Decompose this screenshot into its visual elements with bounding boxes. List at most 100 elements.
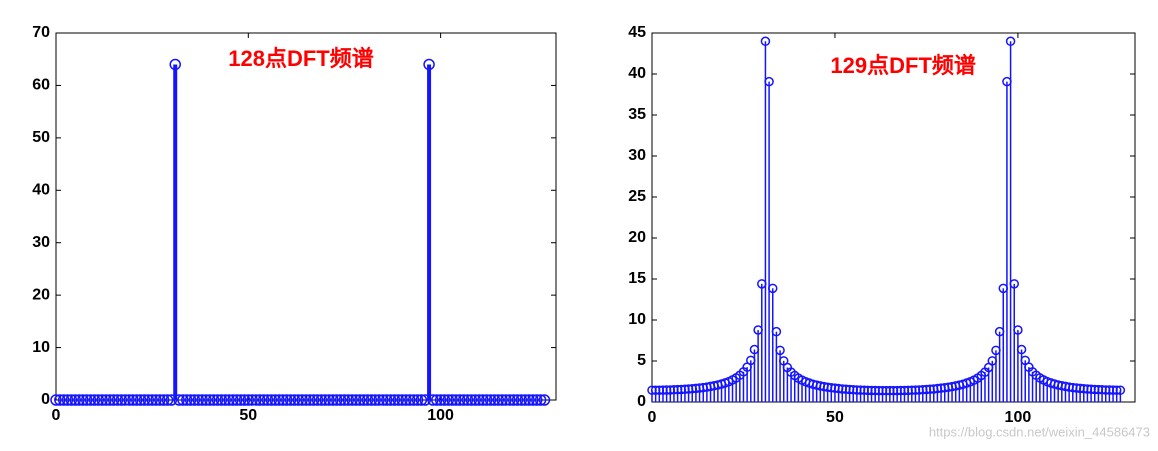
y-tick-label: 0: [41, 391, 50, 408]
stem-marker: [338, 394, 351, 406]
stem-marker: [411, 394, 424, 406]
y-tick-label: 0: [637, 393, 646, 410]
stem-marker: [88, 394, 101, 406]
stem-marker: [531, 394, 543, 406]
stem-marker: [511, 394, 524, 406]
stem-marker: [304, 394, 316, 406]
stem-marker: [273, 394, 285, 406]
y-tick-label: 30: [32, 234, 50, 251]
stem-marker: [768, 283, 778, 294]
stem-marker: [415, 394, 428, 406]
stem-marker: [207, 394, 220, 406]
plot-area: [55, 32, 557, 401]
stem-marker: [523, 394, 535, 406]
stem-marker: [496, 394, 508, 406]
stem-marker: [357, 394, 370, 406]
stem-marker: [327, 394, 339, 406]
y-tick-label: 25: [628, 188, 646, 205]
stem-marker: [227, 394, 239, 406]
stem-marker: [231, 394, 243, 406]
stem-marker: [300, 394, 312, 406]
stem-marker: [388, 394, 401, 406]
stem-marker: [200, 394, 212, 406]
stem-marker: [427, 394, 439, 406]
stem-marker: [319, 394, 331, 406]
stem-marker: [219, 394, 231, 406]
stem-marker: [365, 394, 378, 406]
stem-marker: [173, 394, 185, 406]
stem-marker: [238, 394, 251, 406]
annotation: 128点DFT频谱: [228, 46, 373, 71]
stem-marker: [450, 394, 462, 406]
stem-marker: [465, 394, 478, 406]
stem-marker: [57, 394, 70, 406]
stem-marker: [334, 394, 347, 406]
stem-marker: [184, 394, 197, 406]
stem-marker: [407, 394, 420, 406]
stem-marker: [1016, 344, 1027, 355]
stem-marker: [331, 394, 343, 406]
stem-marker: [342, 394, 355, 406]
y-tick-label: 45: [628, 24, 646, 41]
stem-marker: [73, 394, 85, 406]
stem-marker: [234, 394, 247, 406]
x-tick-label: 50: [239, 407, 257, 424]
stem-marker: [423, 58, 435, 71]
stem-marker: [477, 394, 489, 406]
y-tick-label: 60: [32, 77, 50, 94]
stem-marker: [434, 394, 447, 406]
stem-marker: [261, 394, 274, 406]
stem-marker: [354, 394, 366, 406]
stem-marker: [1005, 36, 1016, 47]
stem-marker: [1009, 279, 1019, 289]
stem-marker: [288, 394, 301, 406]
stem-marker: [265, 394, 278, 406]
stem-marker: [96, 394, 108, 406]
stem-marker: [223, 394, 235, 406]
stem-marker: [481, 394, 493, 406]
stem-marker: [84, 394, 97, 406]
stem-marker: [61, 394, 74, 406]
stem-marker: [296, 394, 308, 406]
stem-marker: [196, 394, 208, 406]
stem-marker: [131, 394, 143, 406]
stem-marker: [281, 394, 293, 406]
y-tick-label: 20: [32, 286, 50, 303]
stem-marker: [431, 394, 443, 406]
stem-marker: [277, 394, 289, 406]
stem-marker: [442, 394, 455, 406]
stem-marker: [396, 394, 408, 406]
stem-marker: [404, 394, 416, 406]
stem-marker: [488, 394, 501, 406]
stem-marker: [138, 394, 151, 406]
stem-marker: [473, 394, 485, 406]
x-tick-label: 100: [1005, 409, 1032, 426]
y-tick-label: 40: [628, 65, 646, 82]
stem-marker: [392, 394, 405, 406]
stem-marker: [457, 394, 470, 406]
stem-marker: [81, 394, 93, 406]
stem-marker: [211, 394, 224, 406]
annotation: 129点DFT频谱: [830, 53, 975, 78]
stem-marker: [177, 394, 189, 406]
stem-marker: [154, 394, 166, 406]
stem-marker: [161, 394, 174, 406]
stem-marker: [146, 394, 158, 406]
stem-marker: [215, 394, 228, 406]
stem-marker: [373, 394, 385, 406]
stem-marker: [1115, 385, 1126, 395]
stem-marker: [400, 394, 412, 406]
stem-marker: [100, 394, 112, 406]
stem-marker: [760, 36, 771, 47]
stem-marker: [775, 345, 785, 356]
stem-marker: [192, 394, 205, 406]
stem-marker: [384, 394, 397, 406]
stem-marker: [346, 394, 358, 406]
stem-marker: [469, 394, 481, 406]
y-tick-label: 10: [32, 339, 50, 356]
stem-marker: [538, 394, 551, 406]
y-tick-label: 30: [628, 147, 646, 164]
stem-marker: [492, 394, 505, 406]
stem-marker: [92, 394, 105, 406]
